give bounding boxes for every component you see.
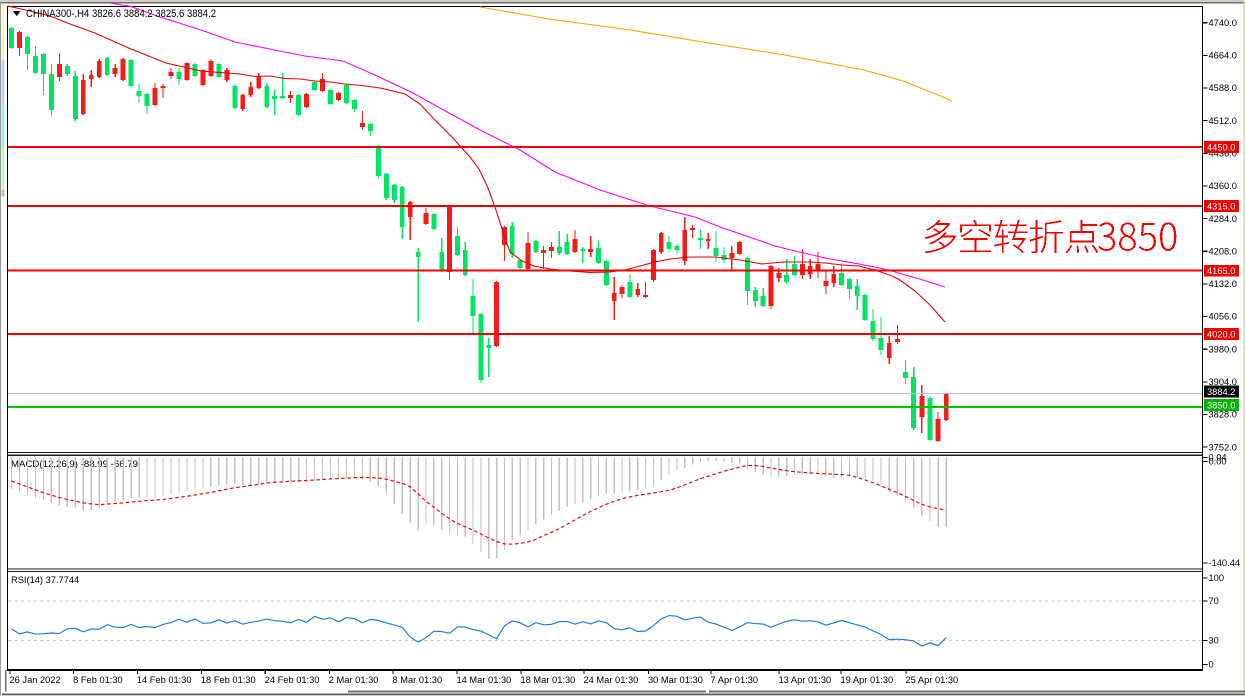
svg-text:4450.0: 4450.0	[1207, 142, 1235, 152]
svg-text:4315.0: 4315.0	[1207, 201, 1235, 211]
svg-text:3904.0: 3904.0	[1209, 377, 1237, 387]
svg-text:3884.2: 3884.2	[1207, 387, 1235, 397]
svg-text:4020.0: 4020.0	[1207, 329, 1235, 339]
svg-text:70: 70	[1209, 596, 1219, 606]
svg-text:19 Apr 01:30: 19 Apr 01:30	[841, 675, 894, 685]
svg-text:3828.0: 3828.0	[1209, 410, 1237, 420]
svg-text:4588.0: 4588.0	[1209, 83, 1237, 93]
svg-text:26 Jan 2022: 26 Jan 2022	[10, 675, 61, 685]
svg-text:0: 0	[1209, 660, 1214, 670]
svg-text:18 Mar 01:30: 18 Mar 01:30	[521, 675, 576, 685]
svg-text:4740.0: 4740.0	[1209, 18, 1237, 28]
svg-text:0.04: 0.04	[1209, 453, 1227, 463]
svg-text:4436.0: 4436.0	[1209, 149, 1237, 159]
svg-text:CHINA300-,H4 3826.6 3884.2 38: CHINA300-,H4 3826.6 3884.2 3825.6 3884.2	[26, 8, 216, 20]
svg-text:7 Apr 01:30: 7 Apr 01:30	[711, 675, 759, 685]
svg-text:30: 30	[1209, 636, 1219, 646]
svg-text:3752.0: 3752.0	[1209, 442, 1237, 452]
svg-text:4208.0: 4208.0	[1209, 246, 1237, 256]
svg-text:MACD(12,26,9) -88.99 -66.79: MACD(12,26,9) -88.99 -66.79	[11, 459, 138, 469]
svg-text:3980.0: 3980.0	[1209, 344, 1237, 354]
svg-text:13 Apr 01:30: 13 Apr 01:30	[779, 675, 832, 685]
svg-text:4165.0: 4165.0	[1207, 266, 1235, 276]
svg-text:14 Mar 01:30: 14 Mar 01:30	[457, 675, 512, 685]
svg-text:RSI(14) 37.7744: RSI(14) 37.7744	[11, 575, 79, 585]
svg-text:4284.0: 4284.0	[1209, 214, 1237, 224]
svg-text:4360.0: 4360.0	[1209, 181, 1237, 191]
svg-text:8 Feb 01:30: 8 Feb 01:30	[73, 675, 123, 685]
svg-text:24 Feb 01:30: 24 Feb 01:30	[265, 675, 320, 685]
svg-text:-140.44: -140.44	[1209, 558, 1241, 568]
svg-text:0.00: 0.00	[1209, 457, 1227, 467]
svg-text:4056.0: 4056.0	[1209, 312, 1237, 322]
svg-text:4132.0: 4132.0	[1209, 279, 1237, 289]
svg-text:14 Feb 01:30: 14 Feb 01:30	[137, 675, 192, 685]
svg-text:4512.0: 4512.0	[1209, 116, 1237, 126]
svg-text:8 Mar 01:30: 8 Mar 01:30	[393, 675, 443, 685]
svg-text:100: 100	[1209, 573, 1225, 583]
svg-text:30 Mar 01:30: 30 Mar 01:30	[648, 675, 703, 685]
svg-text:3850.0: 3850.0	[1207, 400, 1235, 410]
svg-text:25 Apr 01:30: 25 Apr 01:30	[906, 675, 959, 685]
svg-text:18 Feb 01:30: 18 Feb 01:30	[201, 675, 256, 685]
svg-text:2 Mar 01:30: 2 Mar 01:30	[329, 675, 379, 685]
svg-text:24 Mar 01:30: 24 Mar 01:30	[584, 675, 639, 685]
svg-text:4664.0: 4664.0	[1209, 51, 1237, 61]
